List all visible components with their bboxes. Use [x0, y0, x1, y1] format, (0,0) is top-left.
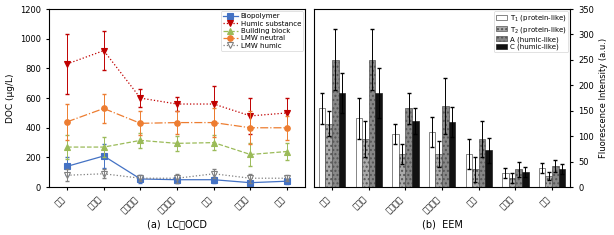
X-axis label: (b)  EEM: (b) EEM [422, 219, 462, 229]
Bar [412, 121, 419, 187]
Bar [465, 154, 472, 187]
Bar [502, 173, 509, 187]
Bar [485, 150, 492, 187]
Bar [392, 134, 398, 187]
Bar [435, 154, 442, 187]
Bar [552, 166, 559, 187]
Bar [522, 172, 529, 187]
Bar [398, 154, 405, 187]
Bar [325, 124, 332, 187]
Bar [319, 108, 325, 187]
Bar [545, 176, 552, 187]
Legend: T$_1$ (protein-like), T$_2$ (protein-like), A (humic-like), C (humic-like): T$_1$ (protein-like), T$_2$ (protein-lik… [494, 11, 569, 52]
Y-axis label: Fluorescence Intensity (a.u.): Fluorescence Intensity (a.u.) [599, 38, 608, 158]
Bar [429, 132, 435, 187]
Bar [375, 93, 382, 187]
Bar [479, 139, 485, 187]
Bar [472, 169, 479, 187]
Bar [362, 139, 369, 187]
Legend: Biopolymer, Humic substance, Building block, LMW neutral, LMW humic: Biopolymer, Humic substance, Building bl… [220, 11, 303, 51]
Bar [405, 108, 412, 187]
Y-axis label: DOC (μg/L): DOC (μg/L) [6, 73, 15, 123]
Bar [515, 169, 522, 187]
Bar [449, 122, 455, 187]
Bar [332, 60, 339, 187]
X-axis label: (a)  LC－OCD: (a) LC－OCD [147, 219, 207, 229]
Bar [369, 60, 375, 187]
Bar [539, 168, 545, 187]
Bar [442, 106, 449, 187]
Bar [339, 93, 345, 187]
Bar [509, 178, 515, 187]
Bar [559, 169, 565, 187]
Bar [356, 118, 362, 187]
